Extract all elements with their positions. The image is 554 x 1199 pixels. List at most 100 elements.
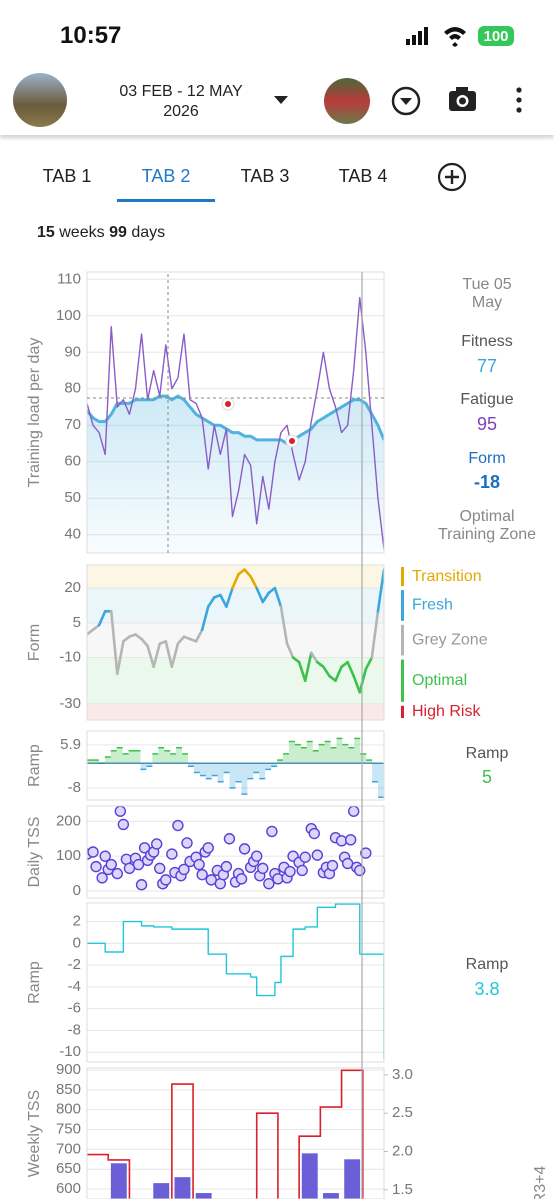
point <box>181 837 193 849</box>
point <box>114 806 127 817</box>
bar <box>187 763 194 767</box>
zone-label: Grey Zone <box>412 631 488 648</box>
camera-button[interactable] <box>449 87 476 111</box>
bar <box>193 763 200 773</box>
bar <box>301 1153 318 1199</box>
bar <box>312 750 319 764</box>
form-segment <box>152 642 162 669</box>
point <box>311 849 324 861</box>
options-button[interactable] <box>391 86 421 116</box>
point <box>90 860 102 873</box>
y2-tick-label: 1.5 <box>392 1181 413 1198</box>
add-tab-button[interactable] <box>437 162 469 194</box>
bar <box>348 747 355 764</box>
zone-label: Optimal <box>412 672 467 689</box>
y-tick-label: 80 <box>64 380 81 397</box>
series-area <box>87 396 384 553</box>
form-segment <box>352 674 362 694</box>
form-segment <box>109 609 119 676</box>
y-tick-label: -10 <box>59 1043 81 1060</box>
bar <box>354 738 361 764</box>
plot-frame <box>86 271 385 554</box>
bar <box>247 763 254 779</box>
bar <box>217 763 224 782</box>
bar <box>87 760 93 764</box>
zone-band <box>87 703 384 720</box>
readout-label: Form <box>468 450 506 467</box>
zone-band <box>87 588 384 623</box>
bar <box>259 763 266 779</box>
zone-marker <box>401 624 404 656</box>
form-segment <box>303 651 313 682</box>
bar <box>300 747 307 764</box>
tab[interactable]: TAB 3 <box>240 166 290 186</box>
bar <box>342 744 349 764</box>
y-tick-label: 0 <box>73 882 81 899</box>
bar <box>170 753 177 764</box>
tab[interactable]: TAB 1 <box>42 166 92 186</box>
form-segment <box>225 586 234 608</box>
form-segment <box>334 665 343 682</box>
tab-underline <box>117 199 215 202</box>
readout-value: 3.8 <box>474 979 500 999</box>
bar <box>182 753 188 764</box>
bar <box>223 763 230 773</box>
point <box>354 864 366 877</box>
series-line <box>87 394 384 446</box>
point <box>263 878 275 890</box>
y-tick-label: -30 <box>59 695 81 712</box>
readout-label: Ramp <box>465 745 509 762</box>
zone-marker <box>401 705 404 718</box>
bar <box>360 753 367 764</box>
athlete-avatar[interactable] <box>324 78 370 124</box>
y-tick-label: 650 <box>56 1160 81 1177</box>
form-segment <box>231 572 240 590</box>
bar <box>110 750 117 764</box>
bar <box>324 741 331 764</box>
date-range[interactable]: 03 FEB - 12 MAY 2026 <box>96 82 266 122</box>
bar <box>277 760 284 764</box>
y-tick-label: -8 <box>68 1021 81 1038</box>
date-range-year: 2026 <box>163 103 199 120</box>
point <box>138 842 151 854</box>
y-axis-label: Training load per day <box>26 338 43 488</box>
form-segment <box>116 640 125 676</box>
menu-button[interactable] <box>516 87 522 113</box>
series-line <box>87 903 384 1059</box>
form-segment <box>206 596 216 608</box>
point <box>308 827 320 840</box>
readout-date: Tue 05 May <box>462 276 512 311</box>
point <box>223 833 236 845</box>
y-axis-label: Daily TSS <box>26 817 43 888</box>
y2-axis-label: R3+4 <box>532 1166 549 1199</box>
tab[interactable]: TAB 4 <box>338 166 388 186</box>
chart-panel <box>87 565 384 720</box>
bar <box>146 763 153 767</box>
bar <box>140 763 147 770</box>
y-tick-label: 5.9 <box>60 736 81 753</box>
bar <box>323 1193 339 1199</box>
y-tick-label: -10 <box>59 649 81 666</box>
y-tick-label: 60 <box>64 453 81 470</box>
y-tick-label: -6 <box>68 1000 81 1017</box>
y-tick-label: 0 <box>73 934 81 951</box>
y-tick-label: 70 <box>64 416 81 433</box>
point <box>347 806 360 817</box>
y-axis-label: Weekly TSS <box>26 1090 43 1177</box>
y2-tick-label: 3.0 <box>392 1066 413 1083</box>
readout-label: Fitness <box>461 333 513 350</box>
date-dropdown[interactable] <box>274 96 288 104</box>
user-avatar[interactable] <box>13 73 67 127</box>
y2-tick-label: 2.0 <box>392 1142 413 1159</box>
plot-frame <box>86 805 385 899</box>
status-time: 10:57 <box>60 22 122 49</box>
y-tick-label: 750 <box>56 1120 81 1137</box>
y-tick-label: -2 <box>68 956 81 973</box>
y-tick-label: 5 <box>73 614 81 631</box>
zone-label: High Risk <box>412 703 481 720</box>
tab[interactable]: TAB 2 <box>141 166 191 186</box>
y-tick-label: 850 <box>56 1081 81 1098</box>
days-count: 99 <box>109 224 127 241</box>
weeks-count: 15 <box>37 224 55 241</box>
